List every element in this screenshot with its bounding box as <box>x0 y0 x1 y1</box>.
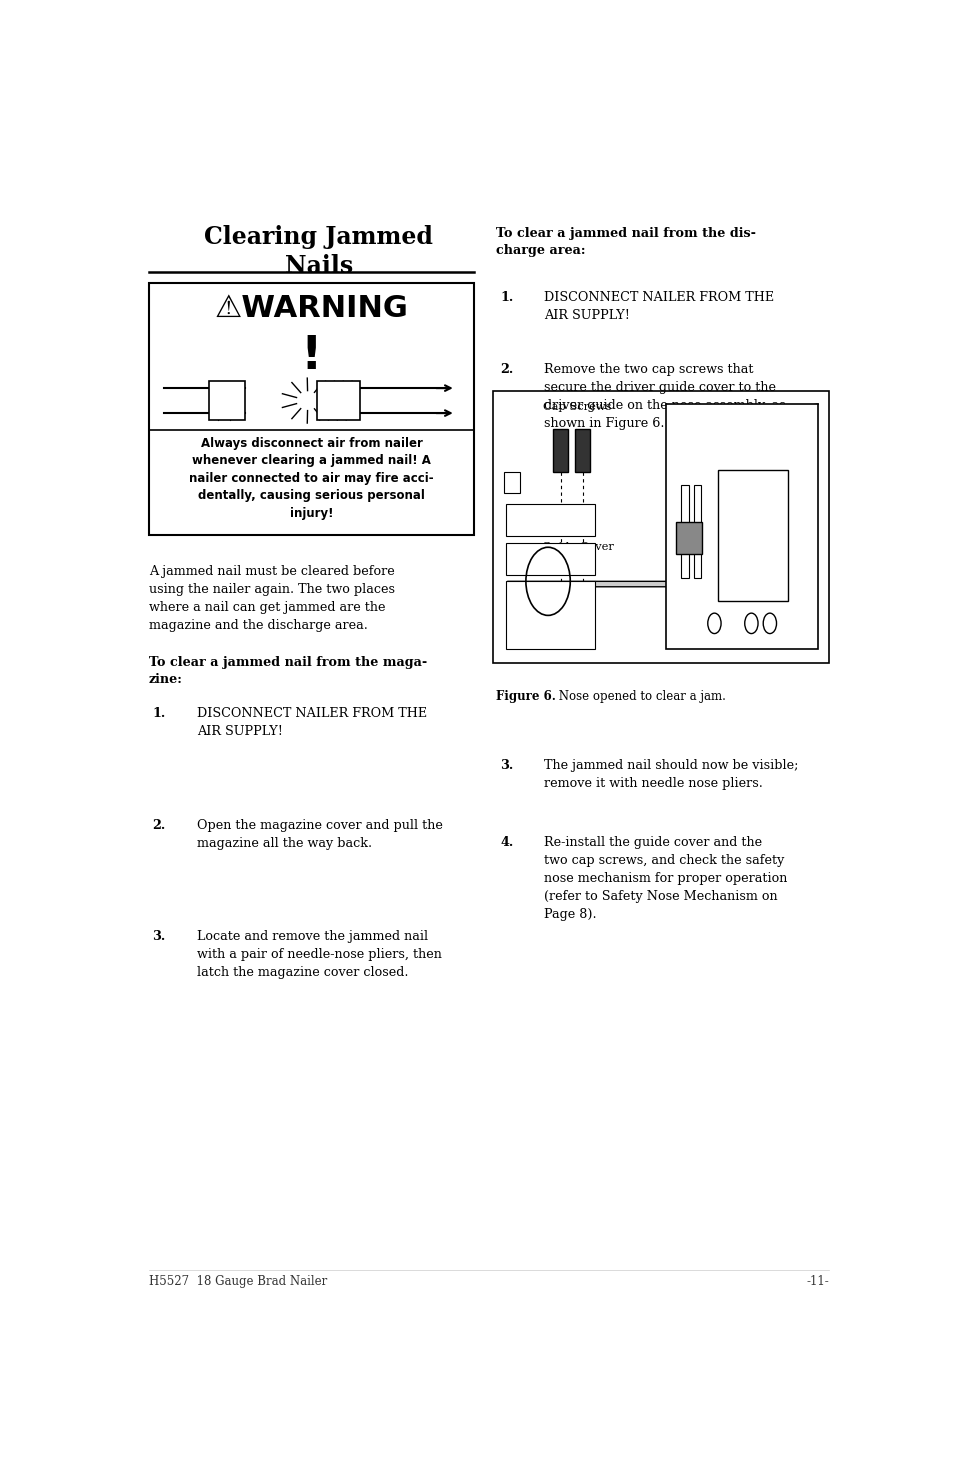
Text: 3.: 3. <box>499 758 513 771</box>
Text: Nose opened to clear a jam.: Nose opened to clear a jam. <box>555 690 725 704</box>
Text: Always disconnect air from nailer
whenever clearing a jammed nail! A
nailer conn: Always disconnect air from nailer whenev… <box>189 437 434 521</box>
Text: H5527  18 Gauge Brad Nailer: H5527 18 Gauge Brad Nailer <box>149 1274 327 1288</box>
Bar <box>553 429 567 472</box>
Text: 1.: 1. <box>152 708 166 720</box>
FancyBboxPatch shape <box>492 391 828 664</box>
Text: The jammed nail should now be visible;
remove it with needle nose pliers.: The jammed nail should now be visible; r… <box>544 758 798 789</box>
Text: Guide Cover: Guide Cover <box>541 541 613 552</box>
Bar <box>505 504 594 535</box>
Bar <box>575 429 590 472</box>
Text: -11-: -11- <box>805 1274 828 1288</box>
Text: 4.: 4. <box>499 836 513 848</box>
Bar <box>505 581 594 649</box>
Text: DISCONNECT NAILER FROM THE
AIR SUPPLY!: DISCONNECT NAILER FROM THE AIR SUPPLY! <box>196 708 427 739</box>
Text: Figure 6.: Figure 6. <box>496 690 556 704</box>
Text: Remove the two cap screws that
secure the driver guide cover to the
driver guide: Remove the two cap screws that secure th… <box>544 363 785 431</box>
Bar <box>317 381 360 420</box>
Bar <box>693 485 700 578</box>
Text: !: ! <box>300 333 322 379</box>
Bar <box>676 522 701 555</box>
Text: DISCONNECT NAILER FROM THE
AIR SUPPLY!: DISCONNECT NAILER FROM THE AIR SUPPLY! <box>544 291 774 322</box>
Text: 2.: 2. <box>152 819 166 832</box>
Text: ⚠WARNING: ⚠WARNING <box>214 294 408 323</box>
Text: To clear a jammed nail from the maga-
zine:: To clear a jammed nail from the maga- zi… <box>149 656 427 686</box>
Bar <box>680 485 688 578</box>
Bar <box>505 543 594 574</box>
Bar <box>718 471 787 600</box>
Text: Cap Screws: Cap Screws <box>543 401 611 412</box>
Text: Re-install the guide cover and the
two cap screws, and check the safety
nose mec: Re-install the guide cover and the two c… <box>544 836 787 920</box>
Text: Clearing Jammed
Nails: Clearing Jammed Nails <box>204 224 433 279</box>
FancyBboxPatch shape <box>149 283 474 535</box>
Text: 1.: 1. <box>499 291 513 304</box>
Text: To clear a jammed nail from the dis-
charge area:: To clear a jammed nail from the dis- cha… <box>496 227 756 257</box>
Text: Open the magazine cover and pull the
magazine all the way back.: Open the magazine cover and pull the mag… <box>196 819 442 850</box>
Text: A jammed nail must be cleared before
using the nailer again. The two places
wher: A jammed nail must be cleared before usi… <box>149 565 395 633</box>
Bar <box>503 472 519 493</box>
Text: 3.: 3. <box>152 931 166 943</box>
Polygon shape <box>507 581 682 587</box>
Bar <box>665 404 817 649</box>
Bar <box>210 381 245 420</box>
Text: 2.: 2. <box>499 363 513 376</box>
Text: Locate and remove the jammed nail
with a pair of needle-nose pliers, then
latch : Locate and remove the jammed nail with a… <box>196 931 441 979</box>
